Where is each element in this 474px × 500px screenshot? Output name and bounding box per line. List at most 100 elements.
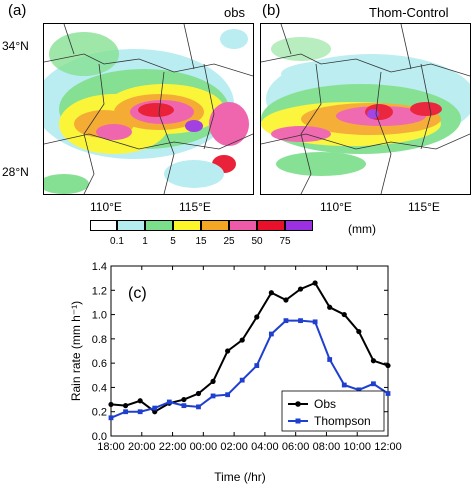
series-thompson-point xyxy=(268,331,274,337)
y-tick-label: 0.2 xyxy=(92,407,107,419)
panel-a-label: (a) xyxy=(8,2,27,19)
model-precip-field xyxy=(261,37,470,176)
panel-a-lon-tick-110e: 110°E xyxy=(90,200,122,214)
y-tick-label: 0.6 xyxy=(92,358,107,370)
colorbar-label-1: 1 xyxy=(142,236,148,247)
colorbar-label-15: 15 xyxy=(195,236,207,247)
colorbar-swatch-6 xyxy=(257,220,285,231)
series-thompson-point xyxy=(312,319,318,325)
series-obs-point xyxy=(297,286,304,292)
legend-thompson-label: Thompson xyxy=(314,414,371,428)
series-thompson-point xyxy=(385,391,391,396)
y-tick-label: 1.0 xyxy=(92,310,107,322)
x-tick-label: 00:00 xyxy=(190,441,218,453)
panel-b-title: Thom-Control xyxy=(369,5,449,20)
colorbar-swatch-3 xyxy=(173,220,201,231)
colorbar-swatch-4 xyxy=(201,220,229,231)
y-axis: 0.0 0.2 0.4 0.6 0.8 1.0 1.2 1.4 xyxy=(92,261,388,443)
series-thompson-point xyxy=(341,382,347,388)
panel-a-lon-tick-115e: 115°E xyxy=(179,200,211,214)
legend-obs-marker xyxy=(295,401,301,407)
y-tick-label: 0.0 xyxy=(92,431,107,443)
x-tick-label: 12:00 xyxy=(374,441,402,453)
series-thompson-point xyxy=(254,363,260,368)
series-obs-point xyxy=(268,290,274,296)
colorbar-swatch-2 xyxy=(145,220,173,231)
legend-obs-label: Obs xyxy=(314,397,336,411)
series-obs-point xyxy=(137,398,143,404)
x-tick-label: 20:00 xyxy=(128,441,156,453)
series-obs-point xyxy=(181,396,187,403)
colorbar-label-50: 50 xyxy=(251,236,263,247)
series-obs-point xyxy=(254,314,260,320)
x-tick-label: 22:00 xyxy=(159,441,187,453)
series-thompson-point xyxy=(225,392,231,398)
y-tick-label: 0.8 xyxy=(92,334,107,346)
x-tick-label: 06:00 xyxy=(282,441,310,453)
legend-thompson-marker xyxy=(295,418,301,424)
y-tick-label: 1.4 xyxy=(92,261,107,273)
obs-precip-map xyxy=(43,23,254,195)
panel-b-lon-tick-110e: 110°E xyxy=(320,200,352,214)
series-obs-point xyxy=(312,280,318,286)
series-obs-point xyxy=(283,297,289,303)
series-obs-point xyxy=(385,362,391,369)
series-thompson-point xyxy=(283,318,289,324)
series-obs-point xyxy=(108,401,114,408)
series-thompson-point xyxy=(166,399,172,405)
series-thompson-point xyxy=(239,377,245,383)
colorbar-label-25: 25 xyxy=(223,236,235,247)
x-tick-label: 18:00 xyxy=(97,441,125,453)
panel-c-label: (c) xyxy=(128,285,147,302)
colorbar-swatch-5 xyxy=(229,220,257,231)
series-obs-point xyxy=(327,304,333,310)
colorbar-swatch-7 xyxy=(285,220,313,231)
series-thompson-point xyxy=(123,409,128,415)
colorbar-swatch-1 xyxy=(117,220,145,231)
x-axis: 18:00 20:00 22:00 00:00 02:00 04:00 06:00 08:00… xyxy=(97,266,402,453)
series-obs-point xyxy=(195,390,202,397)
x-tick-label: 10:00 xyxy=(343,441,371,453)
series-thompson-point xyxy=(152,405,158,411)
series-thompson-point xyxy=(196,404,201,410)
y-axis-title: Rain rate (mm h⁻¹) xyxy=(69,301,83,401)
colorbar-unit: (mm) xyxy=(348,222,376,236)
y-tick-label: 1.2 xyxy=(92,285,107,297)
colorbar-swatch-0 xyxy=(90,220,117,231)
panel-a-title: obs xyxy=(224,5,245,20)
legend-box xyxy=(281,390,385,432)
series-thompson-point xyxy=(327,357,333,362)
series-obs-point xyxy=(225,348,231,354)
x-axis-title: Time (/hr) xyxy=(214,470,266,484)
model-precip-map xyxy=(260,23,471,195)
series-thompson-point xyxy=(108,415,114,421)
series-thompson-point xyxy=(210,393,216,399)
panel-b-lon-tick-115e: 115°E xyxy=(408,200,440,214)
series-obs-point xyxy=(239,337,245,343)
panel-b-label: (b) xyxy=(262,2,281,19)
province-boundaries-b xyxy=(261,24,470,194)
province-boundaries xyxy=(44,24,253,194)
series-thompson-point xyxy=(356,387,362,393)
colorbar-label-0.1: 0.1 xyxy=(110,236,124,247)
series-obs-point xyxy=(356,328,362,335)
x-tick-label: 02:00 xyxy=(220,441,248,453)
lat-tick-28n: 28°N xyxy=(2,165,29,179)
y-tick-label: 0.4 xyxy=(92,382,107,394)
series-thompson-point xyxy=(137,409,143,415)
colorbar-label-5: 5 xyxy=(170,236,176,247)
series-obs-point xyxy=(210,378,216,384)
series-layer xyxy=(108,280,391,421)
series-thompson-point xyxy=(371,381,376,387)
series-obs-point xyxy=(370,358,377,364)
colorbar-label-75: 75 xyxy=(279,236,291,247)
series-obs-point xyxy=(122,403,129,409)
series-obs-point xyxy=(341,311,347,318)
series-thompson-point xyxy=(298,318,303,324)
legend: Obs Thompson xyxy=(281,390,385,432)
series-thompson-point xyxy=(181,403,187,409)
x-tick-label: 04:00 xyxy=(251,441,279,453)
obs-precip-field xyxy=(44,29,249,194)
x-tick-label: 08:00 xyxy=(313,441,341,453)
